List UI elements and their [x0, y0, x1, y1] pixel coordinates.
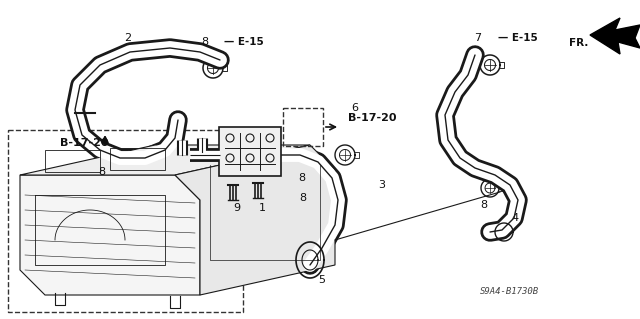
Text: 5: 5 [319, 275, 326, 285]
Polygon shape [20, 175, 200, 295]
Text: B-17-20: B-17-20 [348, 113, 397, 123]
Text: S9A4-B1730B: S9A4-B1730B [480, 287, 539, 296]
Text: 7: 7 [474, 33, 481, 43]
Text: FR.: FR. [568, 38, 588, 48]
Text: B-17-20: B-17-20 [60, 138, 109, 148]
Text: 9: 9 [234, 203, 241, 213]
Text: 1: 1 [259, 203, 266, 213]
Bar [45, 150, 100, 172]
Text: 8: 8 [300, 193, 307, 203]
Text: 8: 8 [481, 200, 488, 210]
Text: 8: 8 [99, 167, 106, 177]
Bar [8, 130, 243, 312]
Text: 6: 6 [351, 103, 358, 113]
Polygon shape [20, 145, 310, 175]
Text: 8: 8 [298, 173, 305, 183]
FancyBboxPatch shape [219, 127, 281, 176]
Text: — E-15: — E-15 [224, 37, 264, 47]
Polygon shape [590, 18, 640, 54]
Bar [110, 148, 165, 170]
Polygon shape [175, 145, 335, 295]
Text: 4: 4 [511, 213, 518, 223]
Text: — E-15: — E-15 [498, 33, 538, 43]
Text: 2: 2 [124, 33, 132, 43]
Text: 8: 8 [202, 37, 209, 47]
Text: 3: 3 [378, 180, 385, 190]
Bar [283, 108, 323, 146]
